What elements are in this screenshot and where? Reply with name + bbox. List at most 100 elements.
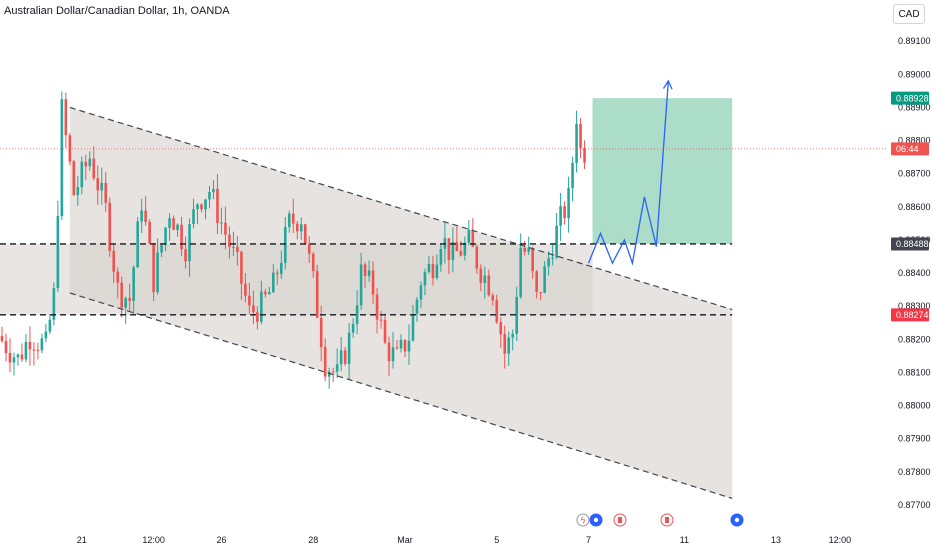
candle-body — [232, 246, 235, 248]
candle-body — [72, 161, 76, 196]
candle — [88, 151, 92, 171]
candle — [40, 333, 44, 354]
candle — [160, 244, 163, 258]
candle-body — [379, 319, 383, 321]
candle-body — [0, 336, 4, 341]
candle-body — [367, 270, 371, 277]
candle-body — [383, 319, 387, 343]
candle — [80, 156, 84, 195]
time-tick-label: 28 — [308, 535, 318, 545]
candle — [256, 306, 259, 330]
canada-flag-icon — [613, 513, 627, 527]
candle — [435, 254, 439, 280]
candle-body — [116, 271, 120, 283]
candle — [371, 261, 375, 304]
candle-body — [335, 364, 339, 372]
currency-button[interactable]: CAD — [893, 4, 925, 24]
candle-body — [283, 226, 287, 263]
candle-body — [475, 246, 479, 269]
candle — [216, 174, 219, 235]
candle-body — [331, 371, 335, 373]
candle-body — [463, 242, 467, 256]
candle — [148, 219, 151, 244]
candle-body — [555, 225, 558, 258]
price-axis[interactable]: 0.89100 0.89000 0.88900 0.88800 0.88700 0.886… — [891, 36, 931, 510]
candle — [280, 250, 283, 279]
candle — [467, 220, 471, 246]
candle-body — [16, 354, 20, 358]
candle-body — [268, 292, 271, 295]
candle — [419, 281, 423, 309]
candle-body — [523, 247, 526, 252]
candle-body — [164, 227, 167, 246]
australia-star-mark — [734, 517, 740, 523]
candle-body — [156, 252, 159, 293]
candle-body — [323, 347, 327, 377]
channel-upper-line — [69, 106, 733, 311]
candle-body — [387, 342, 391, 362]
candle — [543, 261, 546, 294]
candle — [367, 260, 371, 282]
candle-body — [252, 305, 255, 313]
candle — [431, 255, 435, 286]
price-badge-label: 0.88488 — [896, 239, 929, 249]
candle-body — [40, 338, 44, 351]
candle — [8, 338, 12, 373]
candle-body — [60, 99, 64, 217]
candle — [204, 198, 207, 220]
candle-body — [375, 294, 379, 320]
candle — [483, 266, 487, 299]
projection-arrowhead — [662, 79, 673, 90]
lightning-glyph: ϟ — [580, 517, 586, 527]
time-tick-label: 11 — [680, 535, 689, 545]
candle-body — [347, 332, 351, 364]
candle — [475, 244, 479, 274]
candle — [535, 270, 538, 299]
candle — [307, 236, 311, 263]
candle-body — [180, 224, 183, 250]
candle-body — [363, 264, 367, 277]
candle — [188, 218, 191, 277]
candle-body — [88, 158, 92, 167]
candle — [359, 252, 363, 310]
candle-body — [451, 241, 455, 260]
price-tick-label: 0.88600 — [898, 202, 931, 212]
candle-body — [32, 349, 36, 351]
drawings-layer — [0, 79, 888, 499]
candle-body — [220, 222, 223, 224]
candle-body — [471, 229, 475, 247]
price-badge-bg — [891, 91, 929, 105]
candle — [220, 207, 223, 235]
candle — [16, 353, 20, 366]
time-axis[interactable]: 21 12:00 26 28 Mar 5 7 11 13 12:00 — [77, 535, 851, 545]
candle — [32, 342, 36, 366]
candle — [24, 333, 28, 363]
candle-body — [124, 298, 127, 308]
canada-flag-icon — [660, 513, 674, 527]
price-tick-label: 0.89000 — [898, 69, 931, 79]
candle — [427, 255, 431, 274]
candle-body — [355, 305, 359, 324]
candle — [180, 216, 183, 257]
candle-body — [136, 221, 139, 268]
candle-body — [459, 251, 463, 256]
candle — [48, 314, 52, 335]
candle-body — [327, 371, 331, 377]
candle — [555, 213, 558, 260]
price-tick-label: 0.88000 — [898, 401, 931, 411]
price-badge-bg — [891, 308, 929, 322]
candle — [272, 264, 275, 293]
candle-body — [192, 209, 195, 225]
candle-body — [575, 123, 578, 164]
candle — [44, 324, 48, 343]
candle-body — [343, 350, 347, 364]
canada-maple-mark — [618, 517, 622, 523]
candle-body — [272, 272, 275, 293]
candle — [411, 304, 415, 342]
candle-body — [148, 221, 151, 244]
candle — [399, 334, 403, 353]
candle — [28, 326, 32, 366]
candle-body — [236, 246, 239, 252]
events-row: ϟ — [576, 513, 744, 527]
